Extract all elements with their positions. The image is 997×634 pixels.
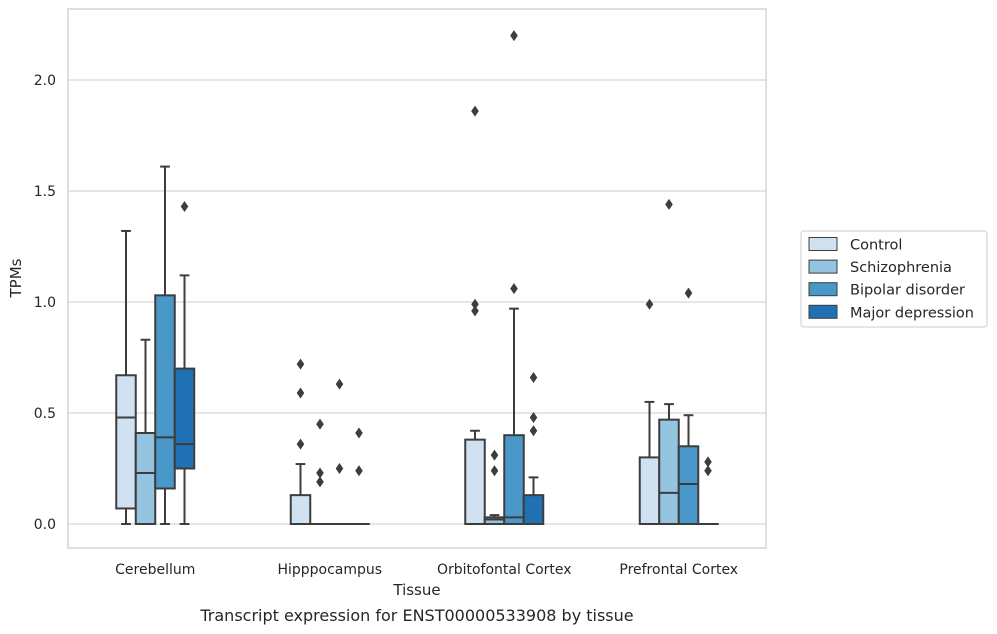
- box-control: [464, 105, 486, 526]
- x-tick-label: Prefrontal Cortex: [619, 562, 738, 578]
- outlier-point: [316, 467, 324, 479]
- outlier-point: [704, 456, 712, 468]
- outlier-point: [296, 358, 305, 370]
- y-axis-label: TPMs: [7, 258, 25, 298]
- box: [115, 374, 137, 510]
- outlier-point: [471, 105, 479, 117]
- box-schizophrenia: [134, 338, 157, 526]
- box-control: [638, 298, 661, 525]
- box-schizophrenia: [658, 198, 680, 525]
- outlier-point: [490, 465, 499, 477]
- box-schizophrenia: [309, 418, 331, 526]
- figure-caption: Transcript expression for ENST0000053390…: [200, 606, 634, 625]
- outlier-point: [510, 30, 518, 42]
- y-tick-label: 2.0: [34, 73, 56, 89]
- outlier-point: [529, 371, 538, 383]
- x-tick-label: Cerebellum: [115, 562, 195, 578]
- legend-swatch: [808, 282, 838, 297]
- box: [154, 294, 176, 490]
- box: [522, 494, 545, 526]
- outlier-point: [471, 305, 479, 317]
- outlier-point: [355, 465, 363, 477]
- y-tick-label: 0.0: [34, 517, 56, 533]
- box-control: [115, 229, 137, 525]
- legend: Control Schizophrenia Bipolar disorder Majo…: [800, 230, 988, 328]
- box-bipolar-disorder: [154, 165, 176, 525]
- box: [464, 438, 486, 526]
- outlier-point: [529, 425, 538, 437]
- box-major-depression: [697, 456, 719, 526]
- box-schizophrenia: [483, 449, 506, 526]
- legend-swatch: [808, 304, 838, 319]
- x-axis-label: Tissue: [392, 581, 440, 599]
- plot-frame: [67, 8, 767, 549]
- box: [658, 418, 680, 525]
- box: [173, 367, 196, 470]
- x-tick-label: Hipppocampus: [277, 562, 382, 578]
- box: [134, 431, 157, 526]
- outlier-point: [296, 387, 305, 399]
- box-bipolar-disorder: [503, 30, 525, 526]
- box: [677, 445, 700, 525]
- box: [289, 494, 312, 526]
- box-plot-area: [115, 30, 719, 526]
- outlier-point: [355, 427, 363, 439]
- outlier-point: [510, 283, 518, 295]
- outlier-point: [471, 298, 479, 310]
- box-major-depression: [522, 371, 545, 526]
- box-bipolar-disorder: [677, 287, 700, 525]
- y-tick-label: 0.5: [34, 406, 56, 422]
- legend-frame: [800, 230, 988, 328]
- outlier-point: [180, 201, 189, 213]
- box-major-depression: [173, 201, 196, 525]
- box: [483, 516, 506, 526]
- outlier-point: [645, 298, 654, 310]
- outlier-point: [316, 476, 324, 488]
- outlier-point: [296, 438, 305, 450]
- outlier-point: [704, 465, 712, 477]
- y-tick-label: 1.0: [34, 295, 56, 311]
- legend-label: Control: [850, 238, 902, 254]
- box-bipolar-disorder: [328, 378, 351, 526]
- legend-label: Bipolar disorder: [850, 283, 965, 299]
- y-axis-ticks: 0.0 0.5 1.0 1.5 2.0: [34, 73, 56, 533]
- box-major-depression: [348, 427, 370, 526]
- legend-label: Major depression: [850, 305, 974, 321]
- legend-label: Schizophrenia: [850, 260, 952, 276]
- y-tick-label: 1.5: [34, 184, 56, 200]
- outlier-point: [316, 418, 324, 430]
- legend-swatch: [808, 237, 838, 251]
- outlier-point: [335, 463, 344, 474]
- x-tick-label: Orbitofontal Cortex: [437, 562, 572, 578]
- box-control: [289, 358, 312, 526]
- box: [638, 456, 661, 525]
- x-axis-ticks: Cerebellum Hipppocampus Orbitofontal Corte…: [115, 562, 738, 578]
- box: [503, 434, 525, 526]
- outlier-point: [529, 411, 538, 423]
- outlier-point: [665, 198, 673, 210]
- outlier-point: [335, 378, 344, 390]
- outlier-point: [490, 449, 499, 461]
- legend-swatch: [808, 259, 838, 274]
- outlier-point: [684, 287, 693, 299]
